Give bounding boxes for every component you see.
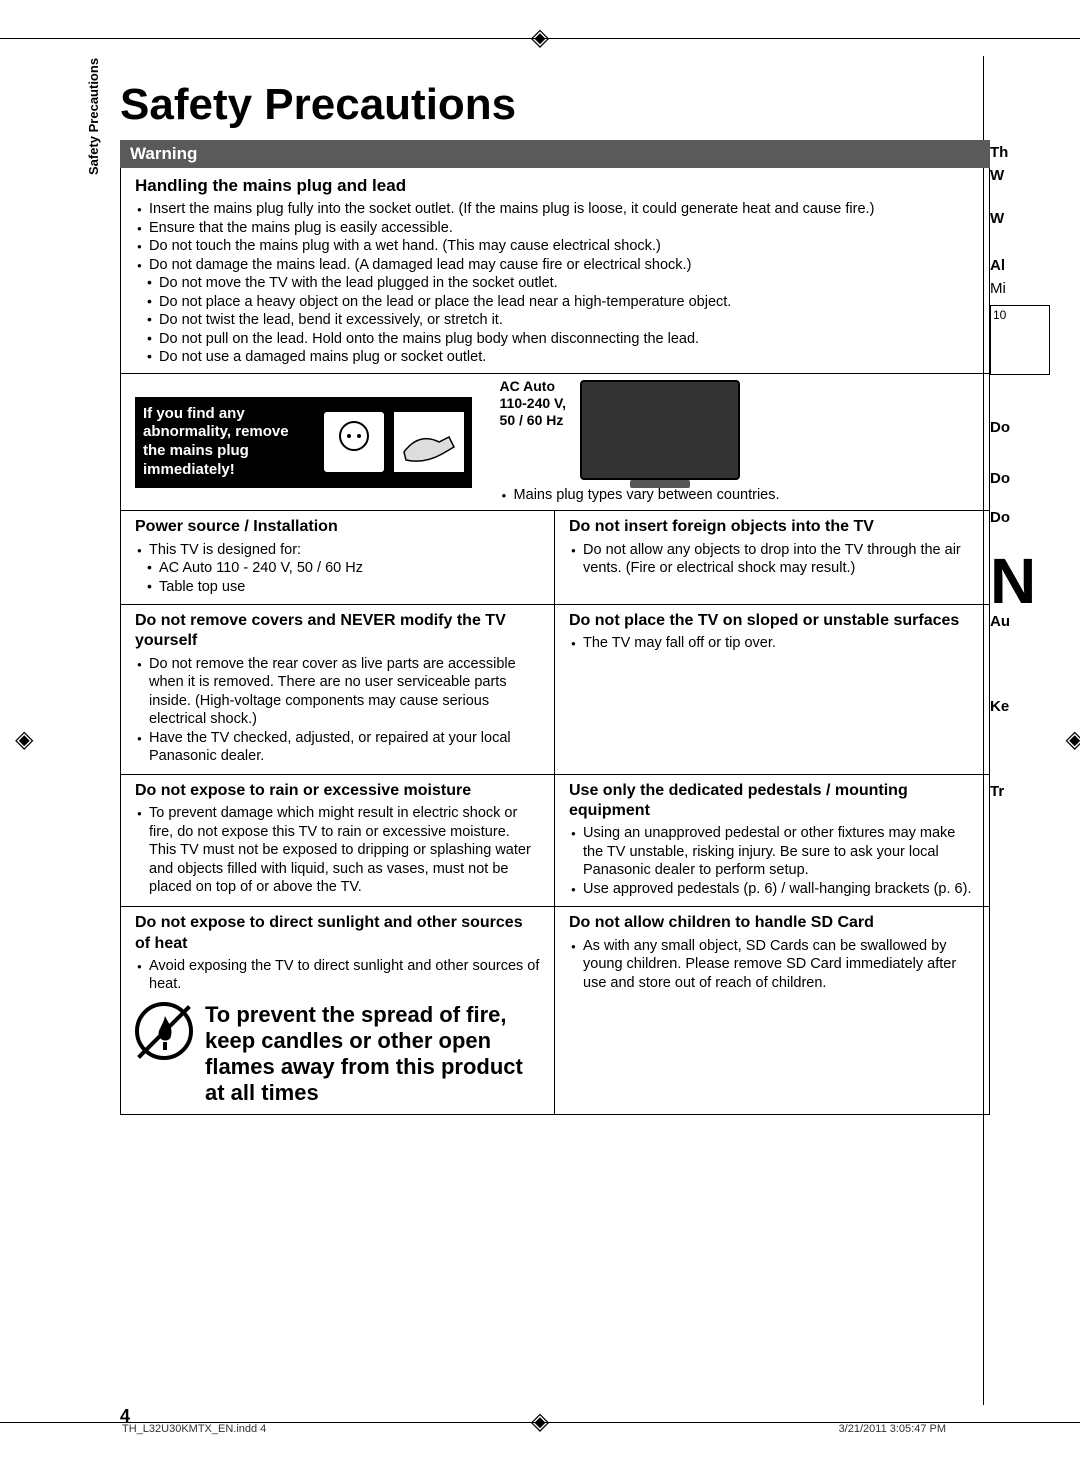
section-mains-lead: Handling the mains plug and lead Insert … [121, 168, 989, 374]
registration-mark-top: ◈ [527, 25, 553, 51]
cutoff-fragment: W [990, 210, 1080, 227]
cutoff-fragment: Tr [990, 783, 1080, 800]
registration-mark-bottom: ◈ [527, 1409, 553, 1435]
footer-filename: TH_L32U30KMTX_EN.indd 4 [122, 1423, 266, 1435]
grid-row: Do not remove covers and NEVER modify th… [121, 605, 989, 775]
ac-label-3: 50 / 60 Hz [500, 412, 566, 429]
cell-item: Do not remove the rear cover as live par… [135, 655, 540, 729]
cell-no-remove-covers: Do not remove covers and NEVER modify th… [121, 605, 555, 774]
cell-item: Using an unapproved pedestal or other fi… [569, 824, 975, 880]
page-title: Safety Precautions [120, 80, 990, 130]
cell-item: Avoid exposing the TV to direct sunlight… [135, 957, 540, 994]
tv-icon [580, 380, 740, 480]
cell-sunlight-heat: Do not expose to direct sunlight and oth… [121, 907, 555, 1113]
cell-item: To prevent damage which might result in … [135, 804, 540, 897]
mains-subitem: Do not pull on the lead. Hold onto the m… [145, 330, 975, 349]
cell-item: As with any small object, SD Cards can b… [569, 937, 975, 993]
section-abnormality-ac: If you find any abnormality, remove the … [121, 374, 989, 512]
ac-spec-block: AC Auto 110-240 V, 50 / 60 Hz Mains plug… [486, 374, 989, 511]
cutoff-fragment: Do [990, 419, 1080, 436]
abnormality-block: If you find any abnormality, remove the … [121, 374, 486, 511]
outlet-icon [324, 412, 384, 472]
cell-heading: Do not insert foreign objects into the T… [569, 517, 975, 537]
grid-row: Do not expose to rain or excessive moist… [121, 775, 989, 908]
hand-unplug-icon [394, 412, 464, 472]
cell-heading: Power source / Installation [135, 517, 540, 537]
cutoff-fragment: Th [990, 144, 1080, 161]
ac-note: Mains plug types vary between countries. [500, 486, 975, 505]
abnormality-text: If you find any abnormality, remove the … [143, 405, 314, 480]
no-flame-icon [135, 1002, 193, 1060]
grid-row: Power source / Installation This TV is d… [121, 511, 989, 605]
mains-bullets: Insert the mains plug fully into the soc… [135, 200, 975, 274]
mains-subitem: Do not move the TV with the lead plugged… [145, 274, 975, 293]
cutoff-fragment: W [990, 167, 1080, 184]
warning-box: Handling the mains plug and lead Insert … [120, 168, 990, 1115]
cell-heading: Do not allow children to handle SD Card [569, 913, 975, 933]
cell-item: Do not allow any objects to drop into th… [569, 541, 975, 578]
mains-subitem: Do not place a heavy object on the lead … [145, 293, 975, 312]
ac-label-1: AC Auto [500, 378, 566, 395]
cell-item: Use approved pedestals (p. 6) / wall-han… [569, 880, 975, 899]
cutoff-fragment: Do [990, 470, 1080, 487]
cutoff-fragment: Do [990, 509, 1080, 526]
mains-subitem: Do not use a damaged mains plug or socke… [145, 348, 975, 367]
cutoff-box: 10 [990, 305, 1050, 375]
cell-subitem: AC Auto 110 - 240 V, 50 / 60 Hz [145, 559, 540, 578]
no-flame-block: To prevent the spread of fire, keep cand… [135, 1002, 540, 1106]
cell-subitem: Table top use [145, 578, 540, 597]
cell-foreign-objects: Do not insert foreign objects into the T… [555, 511, 989, 604]
cell-pedestals: Use only the dedicated pedestals / mount… [555, 775, 989, 907]
page-content: Safety Precautions Safety Precautions Wa… [120, 80, 990, 1379]
ac-label-2: 110-240 V, [500, 395, 566, 412]
cell-heading: Do not remove covers and NEVER modify th… [135, 611, 540, 651]
side-tab-label: Safety Precautions [86, 58, 101, 175]
mains-item: Do not damage the mains lead. (A damaged… [135, 256, 975, 275]
mains-heading: Handling the mains plug and lead [135, 176, 975, 196]
cutoff-fragment: Ke [990, 698, 1080, 715]
mains-subbullets: Do not move the TV with the lead plugged… [145, 274, 975, 367]
cutoff-big-letter: N [990, 556, 1080, 607]
cell-heading: Do not expose to rain or excessive moist… [135, 781, 540, 801]
mains-item: Ensure that the mains plug is easily acc… [135, 219, 975, 238]
mains-item: Do not touch the mains plug with a wet h… [135, 237, 975, 256]
cell-heading: Do not expose to direct sunlight and oth… [135, 913, 540, 953]
ac-note-list: Mains plug types vary between countries. [500, 486, 975, 505]
cell-heading: Use only the dedicated pedestals / mount… [569, 781, 975, 821]
cell-sd-card: Do not allow children to handle SD Card … [555, 907, 989, 1113]
cell-unstable-surfaces: Do not place the TV on sloped or unstabl… [555, 605, 989, 774]
mains-item: Insert the mains plug fully into the soc… [135, 200, 975, 219]
cutoff-fragment: Al [990, 257, 1080, 274]
mains-subitem: Do not twist the lead, bend it excessive… [145, 311, 975, 330]
footer-timestamp: 3/21/2011 3:05:47 PM [839, 1423, 946, 1435]
cell-heading: Do not place the TV on sloped or unstabl… [569, 611, 975, 631]
cell-power-source: Power source / Installation This TV is d… [121, 511, 555, 604]
no-flame-text: To prevent the spread of fire, keep cand… [205, 1002, 540, 1106]
cell-item: Have the TV checked, adjusted, or repair… [135, 729, 540, 766]
grid-row: Do not expose to direct sunlight and oth… [121, 907, 989, 1113]
cell-item: The TV may fall off or tip over. [569, 634, 975, 653]
cutoff-fragment: Mi [990, 280, 1080, 297]
cell-item: This TV is designed for: [135, 541, 540, 560]
next-page-cutoff: Th W W Al Mi 10 Do Do Do N Au Ke Tr [990, 70, 1080, 1399]
cell-rain-moisture: Do not expose to rain or excessive moist… [121, 775, 555, 907]
registration-mark-left: ◈ [15, 727, 33, 753]
warning-header: Warning [120, 140, 990, 168]
